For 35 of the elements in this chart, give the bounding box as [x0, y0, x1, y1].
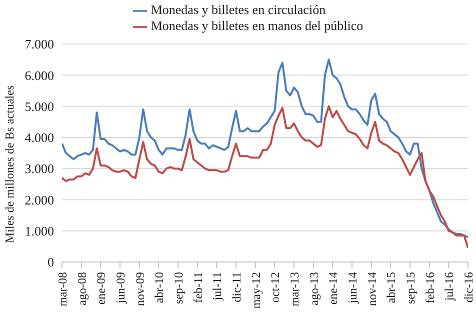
x-tick-label: ago-08 — [74, 272, 89, 306]
x-tick-label: ago-13 — [306, 272, 321, 306]
y-tick-label: 4.000 — [24, 130, 54, 146]
x-tick-label: mar-13 — [288, 272, 302, 306]
y-axis-title: Miles de millones de Bs actuales — [2, 85, 16, 244]
x-tick-label: nov-14 — [364, 272, 379, 306]
x-tick-label: abr-15 — [384, 272, 398, 304]
y-tick-label: 7.000 — [24, 36, 54, 52]
x-tick-label: sep-15 — [404, 272, 418, 304]
y-tick-label: 1.000 — [24, 223, 54, 238]
y-tick-label: 6.000 — [24, 68, 54, 83]
x-tick-label: sep-10 — [172, 272, 186, 304]
x-tick-label: jun-09 — [114, 272, 128, 304]
y-tick-label: 0 — [48, 254, 54, 270]
x-tick-label: dic-16 — [462, 272, 476, 303]
x-tick-label: ene-14 — [326, 272, 340, 305]
line-series — [62, 105, 468, 249]
x-tick-label: abr-10 — [152, 272, 166, 304]
x-tick-label: jul-16 — [442, 272, 456, 302]
legend-label: Monedas y billetes en manos del público — [150, 18, 364, 34]
x-tick-label: oct-12 — [268, 272, 282, 303]
x-tick-label: jul-11 — [210, 272, 224, 302]
x-tick-label: jun-14 — [346, 272, 360, 304]
x-tick-label: dic-11 — [230, 272, 244, 302]
legend-label: Monedas y billetes en circulación — [150, 2, 326, 17]
x-tick-label: feb-16 — [422, 272, 437, 304]
y-tick-label: 2.000 — [24, 192, 54, 208]
x-tick-label: ene-09 — [94, 272, 108, 305]
x-tick-label: nov-09 — [132, 272, 147, 306]
x-tick-label: mar-08 — [56, 272, 70, 306]
x-tick-label: may-12 — [248, 272, 263, 309]
line-series — [62, 58, 468, 238]
x-tick-label: feb-11 — [190, 272, 205, 303]
y-tick-label: 5.000 — [24, 98, 54, 114]
y-tick-label: 3.000 — [24, 161, 54, 176]
